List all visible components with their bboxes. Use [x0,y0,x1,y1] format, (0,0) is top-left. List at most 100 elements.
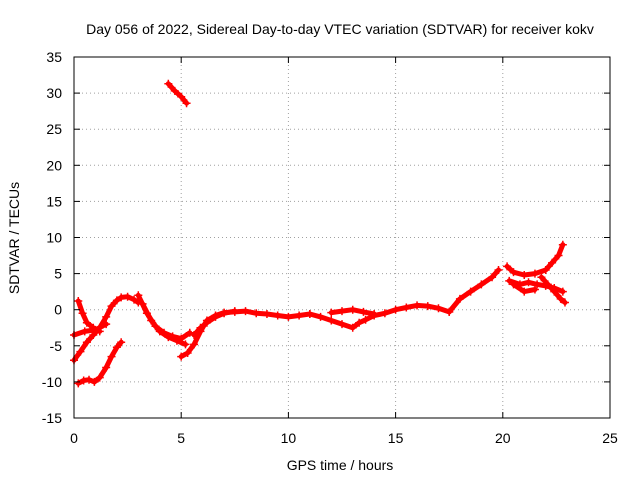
data-point [85,375,94,384]
series-trace-12 [445,265,503,316]
data-point [112,343,121,352]
data-point [91,325,100,334]
data-point [164,333,173,342]
trace-line [165,81,190,106]
x-tick-label: 10 [281,430,297,446]
y-tick-label: 15 [46,193,62,209]
data-point [196,323,205,332]
data-point [503,262,512,271]
data-point [183,349,192,358]
data-point [190,330,199,339]
data-point [530,285,539,294]
data-point [123,292,132,301]
y-tick-label: 5 [54,266,62,282]
data-point [211,312,220,321]
axis-ticks: 0 5 10 15 20 25 -15 -10 -5 0 5 10 15 20 25 30 35 [42,49,618,446]
data-point [134,291,143,300]
series-trace-11 [327,305,379,319]
data-point [107,352,116,361]
data-point [252,309,261,318]
data-point [327,308,336,317]
series-trace-10 [305,301,454,332]
series-trace-9 [190,307,239,339]
data-point [445,307,454,316]
data-point [548,258,557,267]
grid [74,57,610,418]
data-point [520,287,529,296]
x-axis-label: GPS time / hours [287,457,394,473]
x-tick-label: 25 [602,430,618,446]
data-point [348,323,357,332]
data-point [537,273,546,282]
data-point [338,320,346,329]
data-point [164,79,173,88]
x-tick-label: 15 [388,430,404,446]
trace-line [71,294,141,363]
y-tick-label: 35 [46,49,62,65]
data-point [560,298,569,307]
y-tick-label: 20 [46,157,62,173]
data-point [505,276,514,285]
data-point [556,294,565,303]
data-point [172,336,181,345]
data-point [509,280,518,289]
series-trace-7 [138,299,190,349]
data-point [76,347,85,356]
data-point [284,312,293,321]
data-point [80,327,89,336]
data-point [95,373,104,382]
data-point [177,92,186,101]
data-point [543,280,552,289]
data-point [359,307,368,316]
x-tick-label: 0 [70,430,78,446]
y-tick-label: -5 [50,338,63,354]
data-point [74,297,83,306]
series-trace-15 [537,273,569,307]
data-point [423,302,432,311]
data-point [112,296,121,305]
data-point [509,268,518,277]
y-tick-label: 30 [46,85,62,101]
data-point [305,310,314,319]
data-point [230,307,239,316]
data-point [170,86,179,95]
data-traces [70,79,569,388]
data-point [413,301,422,310]
data-point [147,316,156,325]
data-point [558,240,567,249]
data-point [338,307,346,316]
x-tick-label: 5 [177,430,185,446]
series-trace-1 [164,79,191,108]
data-point [262,310,271,319]
data-point [494,265,503,274]
data-point [466,287,475,296]
y-tick-label: 25 [46,121,62,137]
data-point [533,280,542,289]
series-trace-16 [509,280,539,296]
data-point [155,327,164,336]
y-axis-label: SDTVAR / TECUs [6,182,22,294]
data-point [558,287,567,296]
data-point [107,302,116,311]
data-point [78,309,87,318]
data-point [202,318,211,327]
data-point [355,318,364,327]
data-point [138,299,147,308]
data-point [434,304,443,313]
data-point [182,99,191,108]
data-point [181,340,190,349]
data-point [520,271,529,280]
series-trace-2 [74,338,126,388]
data-point [241,307,250,316]
data-point [402,303,411,312]
data-point [541,265,550,274]
data-point [524,278,533,287]
data-point [380,309,389,318]
data-point [550,287,559,296]
y-tick-label: -15 [42,410,62,426]
data-point [361,315,370,324]
data-point [117,338,126,347]
data-point [370,310,379,319]
chart-title: Day 056 of 2022, Sidereal Day-to-day VTE… [86,21,594,37]
data-point [82,338,91,347]
